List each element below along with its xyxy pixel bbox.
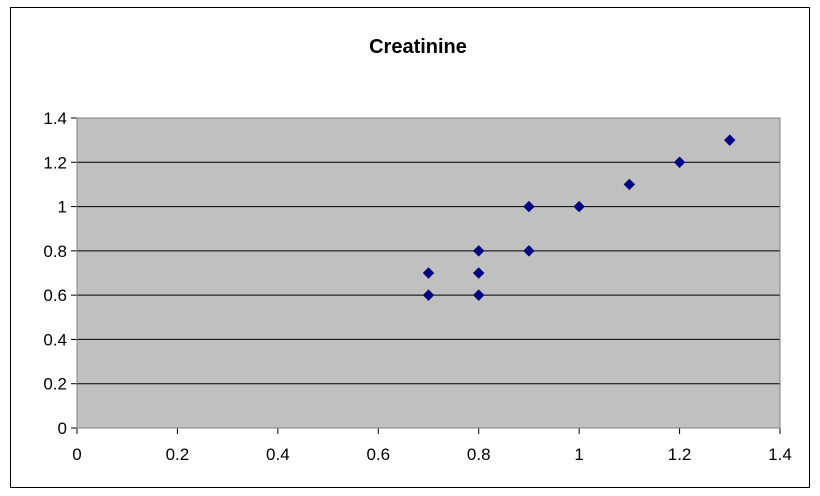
y-tick-label: 0.4 (43, 330, 67, 349)
data-point (422, 267, 435, 279)
data-point (473, 289, 485, 301)
plot-area: 0 0.2 0.4 0.6 0.8 1 1.2 1.4 0 0.2 0.4 0.6 0.8 1 1.2 1.4 (43, 109, 791, 464)
y-tick-label: 1 (58, 198, 67, 217)
y-tick-label: 0.6 (43, 286, 67, 305)
y-tick-label: 0.8 (43, 242, 67, 261)
chart-title: Creatinine (369, 36, 467, 58)
x-tick-label: 0.2 (166, 445, 190, 464)
data-point (573, 200, 585, 213)
data-point (673, 156, 686, 168)
data-point (422, 289, 435, 301)
data-point (724, 134, 736, 146)
plot-border (76, 117, 781, 429)
x-tick-label: 0.6 (366, 445, 390, 464)
x-tick-label: 1.4 (768, 445, 792, 464)
x-tick-label: 1 (574, 445, 583, 464)
x-tick-label: 0 (72, 445, 81, 464)
y-tick-label: 1.2 (43, 153, 67, 172)
data-point (473, 267, 485, 279)
x-tick-label: 1.2 (668, 445, 692, 464)
y-tick-label: 1.4 (43, 109, 67, 128)
x-tick-label: 0.8 (467, 445, 491, 464)
y-tick-label: 0.2 (43, 375, 67, 394)
data-point (523, 200, 535, 213)
data-point (523, 245, 535, 257)
x-tick-label: 0.4 (266, 445, 290, 464)
data-point (623, 178, 636, 191)
y-tick-label: 0 (58, 419, 67, 438)
data-point (473, 245, 485, 257)
